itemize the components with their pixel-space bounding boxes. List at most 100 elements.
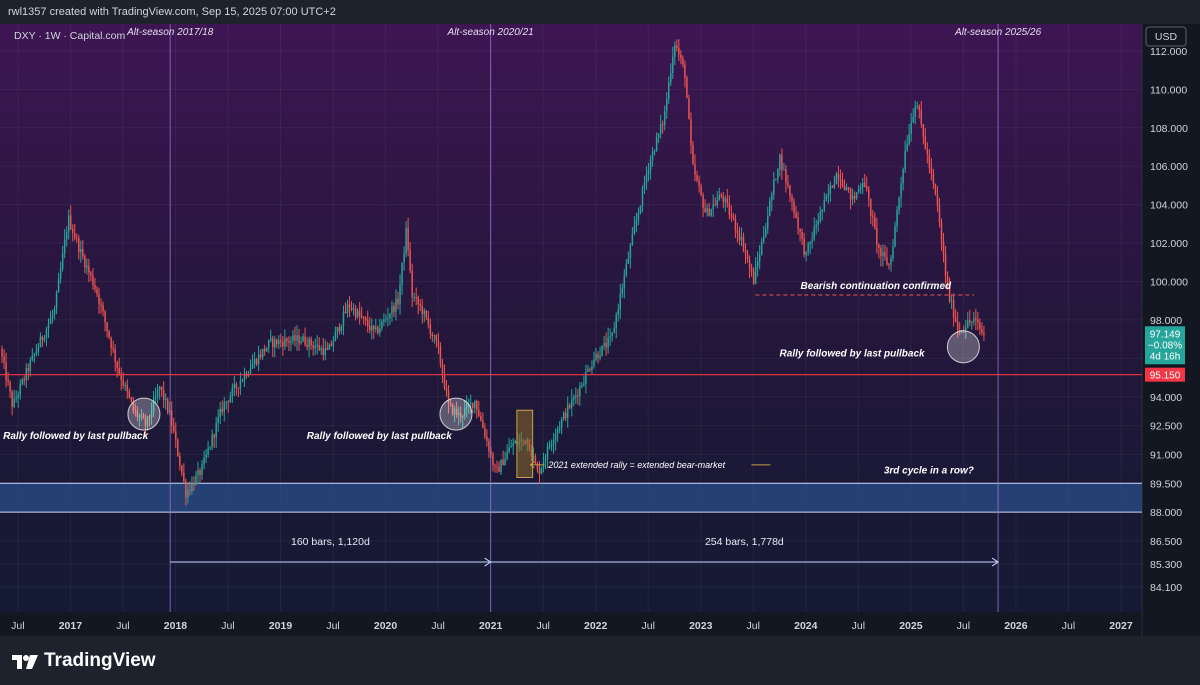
tradingview-logo[interactable]: TradingView (12, 650, 156, 672)
candle-body (308, 338, 310, 348)
price-tick-label: 92.500 (1150, 421, 1182, 433)
candle-body (702, 195, 704, 209)
candle-body (241, 380, 244, 382)
candle-body (556, 429, 559, 435)
candle-body (880, 247, 882, 256)
time-axis-background (0, 612, 1200, 636)
candle-body (785, 169, 787, 183)
candle-body (914, 107, 916, 117)
candle-body (773, 179, 775, 195)
candle-body (334, 332, 337, 342)
candle-body (577, 395, 579, 397)
extended-rally-arrowhead (529, 461, 535, 469)
candle-body (158, 386, 161, 391)
candle-body (906, 143, 908, 151)
candle-body (118, 368, 120, 374)
candle-body (599, 355, 601, 359)
candle-body (930, 167, 933, 173)
time-tick-label: Jul (221, 620, 234, 632)
candle-body (43, 337, 46, 340)
candle-body (849, 187, 852, 200)
candle-body (558, 427, 561, 430)
candle-body (195, 475, 197, 486)
candle-body (235, 384, 238, 388)
alt-season-label: Alt-season 2020/21 (447, 27, 534, 38)
candle-body (197, 470, 199, 476)
candle-body (41, 336, 44, 340)
candle-body (227, 401, 230, 403)
candle-body (791, 196, 793, 202)
candle-body (694, 164, 696, 176)
candle-body (498, 466, 500, 473)
candle-body (476, 400, 478, 410)
chart-area[interactable]: Alt-season 2017/18 Alt-season 2020/21 Alt-… (0, 24, 1200, 636)
candle-body (831, 185, 834, 188)
time-tick-label: 2026 (1004, 620, 1028, 632)
candle-body (942, 240, 945, 255)
candle-body (492, 454, 494, 466)
candle-body (918, 106, 921, 111)
candle-body (637, 212, 640, 220)
candle-body (472, 402, 474, 408)
candle-body (183, 472, 185, 482)
time-tick-label: 2024 (794, 620, 818, 632)
candle-body (461, 415, 464, 418)
candle-body (86, 265, 88, 268)
candle-body (730, 214, 733, 217)
candle-body (453, 408, 456, 415)
measure-label: 160 bars, 1,120d (291, 536, 370, 548)
support-zone (0, 483, 1142, 513)
time-tick-label: Jul (957, 620, 970, 632)
candle-body (910, 122, 912, 134)
candle-body (550, 444, 553, 447)
candle-body (924, 136, 927, 150)
candle-body (787, 182, 789, 186)
candle-body (290, 340, 292, 343)
measure-arrowhead (484, 557, 492, 567)
candle-body (304, 336, 306, 345)
candle-body (88, 265, 90, 273)
candle-body (865, 186, 868, 190)
candle-body (706, 208, 708, 213)
candle-body (884, 252, 886, 258)
candle-body (595, 354, 597, 360)
candle-body (585, 371, 587, 384)
pullback-circle (127, 397, 161, 431)
candle-body (84, 256, 86, 268)
candle-body (474, 400, 476, 408)
price-chart[interactable]: Alt-season 2017/18 Alt-season 2020/21 Alt-… (0, 24, 1200, 636)
candle-body (160, 386, 163, 390)
candle-body (625, 263, 628, 276)
pullback-circle (946, 330, 980, 364)
currency-button[interactable] (1145, 26, 1187, 47)
candle-body (401, 262, 403, 285)
candle-body (338, 327, 341, 331)
candle-body (837, 173, 840, 179)
candle-body (657, 133, 660, 138)
candle-body (100, 303, 102, 305)
candle-body (581, 385, 583, 387)
candle-body (732, 216, 735, 219)
candle-body (797, 217, 799, 230)
candle-body (629, 245, 632, 259)
candle-body (435, 335, 438, 341)
candle-body (17, 395, 19, 399)
candle-body (358, 310, 361, 316)
candle-body (346, 304, 349, 313)
candle-body (431, 334, 434, 337)
candle-body (589, 369, 591, 371)
candle-body (356, 310, 359, 318)
candle-body (672, 56, 674, 73)
candle-body (623, 275, 626, 289)
candle-body (496, 466, 498, 468)
candle-body (7, 379, 9, 383)
candle-body (288, 341, 290, 343)
candle-body (300, 341, 302, 344)
chart-annotation: Rally followed by last pullback (780, 348, 925, 359)
candle-body (71, 229, 74, 233)
candle-body (684, 64, 686, 78)
candle-body (575, 395, 577, 397)
candle-body (956, 321, 959, 330)
candle-body (868, 189, 870, 199)
candle-body (302, 336, 304, 342)
